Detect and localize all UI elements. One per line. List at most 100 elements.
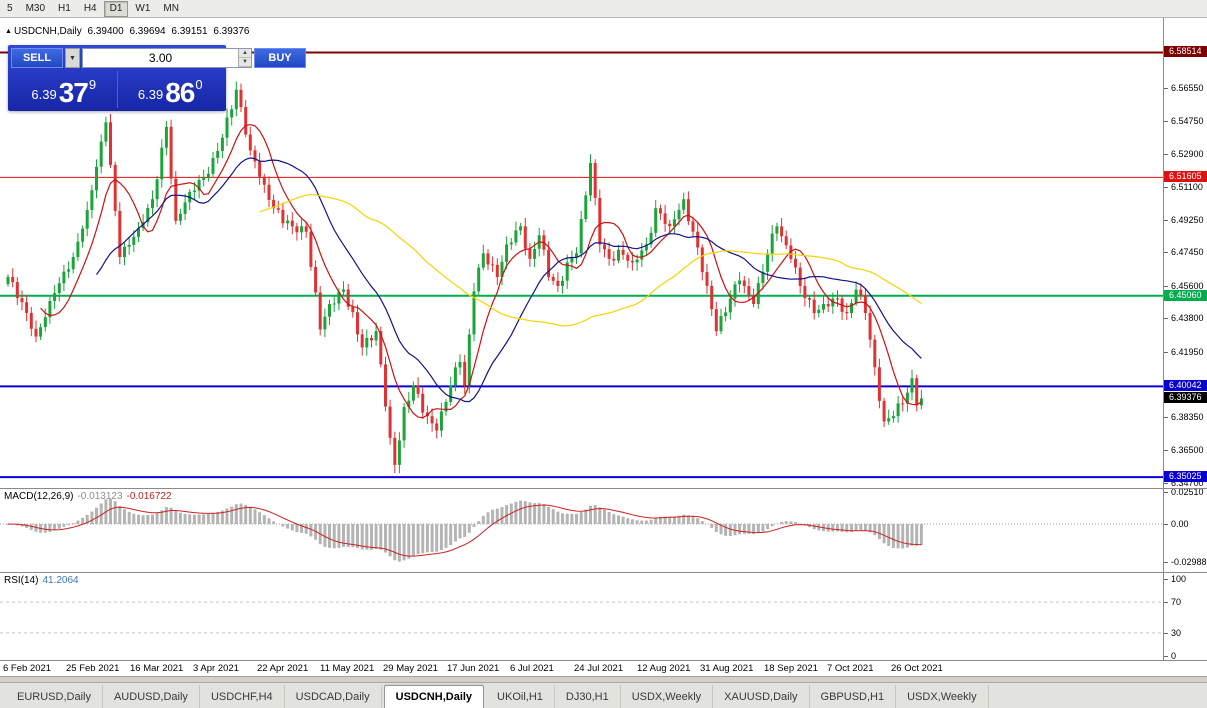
sell-price-display[interactable]: 6.39 37 9 <box>11 71 118 108</box>
time-axis-label: 16 Mar 2021 <box>130 663 184 674</box>
macd-chart[interactable] <box>0 489 1163 572</box>
volume-dropdown-button[interactable]: ▼ <box>65 48 80 68</box>
rsi-axis[interactable]: 100 70 30 0 <box>1163 573 1207 660</box>
ohlc-open: 6.39400 <box>87 26 124 37</box>
macd-tick: -0.02988 <box>1171 557 1207 567</box>
price-tick: 6.51100 <box>1171 182 1203 192</box>
chevron-down-icon: ▼ <box>69 54 76 62</box>
time-axis-label: 31 Aug 2021 <box>700 663 754 674</box>
one-click-panel-toggle-icon[interactable]: ▲ <box>5 28 12 35</box>
chart-tab-usdcad-daily[interactable]: USDCAD,Daily <box>285 685 382 708</box>
buy-price-display[interactable]: 6.39 86 0 <box>118 71 224 108</box>
rsi-chart[interactable] <box>0 573 1163 660</box>
macd-tick-mark <box>1164 524 1168 525</box>
time-axis-label: 3 Apr 2021 <box>193 663 239 674</box>
chart-tab-gbpusd-h1[interactable]: GBPUSD,H1 <box>810 685 897 708</box>
time-axis-label: 24 Jul 2021 <box>574 663 624 674</box>
price-tick: 6.54750 <box>1171 116 1204 126</box>
chart-symbol: USDCNH,Daily <box>13 26 82 37</box>
timeframe-button-w1[interactable]: W1 <box>129 1 156 17</box>
time-axis[interactable]: 6 Feb 2021 25 Feb 2021 16 Mar 2021 3 Apr 20… <box>0 660 1207 676</box>
macd-label: MACD(12,26,9) -0.013123 -0.016722 <box>4 491 172 502</box>
main-chart-panel[interactable]: 6.56550 6.54750 6.52900 6.51100 6.49250 6.474… <box>0 18 1207 488</box>
price-tick-mark <box>1164 417 1168 418</box>
macd-signal-value: -0.016722 <box>126 491 172 502</box>
chart-tab-ukoil-h1[interactable]: UKOil,H1 <box>486 685 555 708</box>
timeframe-button-mn[interactable]: MN <box>157 1 185 17</box>
time-axis-label: 12 Aug 2021 <box>637 663 691 674</box>
price-tick: 6.56550 <box>1171 83 1204 93</box>
time-axis-label: 26 Oct 2021 <box>891 663 943 674</box>
price-tick-mark <box>1164 220 1168 221</box>
price-level-label: 6.58514 <box>1164 46 1207 57</box>
ohlc-high: 6.39694 <box>129 26 166 37</box>
volume-input[interactable] <box>83 49 238 67</box>
timeframe-button-h4[interactable]: H4 <box>78 1 103 17</box>
rsi-tick: 30 <box>1171 628 1182 638</box>
volume-down-button[interactable]: ▼ <box>239 58 251 67</box>
price-tick: 6.52900 <box>1171 149 1204 159</box>
macd-tick: 0.00 <box>1171 519 1189 529</box>
ohlc-close: 6.39376 <box>213 26 250 37</box>
price-tick: 6.45600 <box>1171 281 1204 291</box>
rsi-tick-mark <box>1164 633 1168 634</box>
chart-tab-usdchf-h4[interactable]: USDCHF,H4 <box>200 685 285 708</box>
chart-tab-eurusd-daily[interactable]: EURUSD,Daily <box>6 685 103 708</box>
price-level-label: 6.40042 <box>1164 380 1207 391</box>
price-axis[interactable]: 6.56550 6.54750 6.52900 6.51100 6.49250 6.474… <box>1163 18 1207 488</box>
chart-tab-xauusd-daily[interactable]: XAUUSD,Daily <box>713 685 810 708</box>
timeframe-button-5[interactable]: 5 <box>1 1 19 17</box>
price-tick-mark <box>1164 154 1168 155</box>
price-tick: 6.41950 <box>1171 347 1204 357</box>
rsi-label: RSI(14) 41.2064 <box>4 575 79 586</box>
price-tick: 6.43800 <box>1171 313 1204 323</box>
buy-price-point: 0 <box>195 77 203 92</box>
rsi-tick: 0 <box>1171 651 1177 660</box>
chart-tab-audusd-daily[interactable]: AUDUSD,Daily <box>103 685 200 708</box>
rsi-tick: 70 <box>1171 597 1182 607</box>
price-tick: 6.47450 <box>1171 247 1204 257</box>
chart-tab-usdx-weekly[interactable]: USDX,Weekly <box>621 685 714 708</box>
chart-tab-dj30-h1[interactable]: DJ30,H1 <box>555 685 621 708</box>
price-tick-mark <box>1164 252 1168 253</box>
window-bottom-strip <box>0 676 1207 682</box>
time-axis-label: 25 Feb 2021 <box>66 663 120 674</box>
macd-tick-mark <box>1164 492 1168 493</box>
one-click-trading-panel: SELL ▼ ▲ ▼ BUY 6.39 37 9 6.39 86 0 <box>8 45 306 111</box>
price-tick-mark <box>1164 121 1168 122</box>
timeframe-button-m30[interactable]: M30 <box>20 1 51 17</box>
rsi-tick-mark <box>1164 579 1168 580</box>
macd-panel[interactable]: 0.02510 0.00 -0.02988 MACD(12,26,9) -0.0131… <box>0 488 1207 572</box>
macd-axis[interactable]: 0.02510 0.00 -0.02988 <box>1163 489 1207 572</box>
macd-tick-mark <box>1164 562 1168 563</box>
price-tick-mark <box>1164 450 1168 451</box>
rsi-panel[interactable]: 100 70 30 0 RSI(14) 41.2064 <box>0 572 1207 660</box>
price-tick-mark <box>1164 318 1168 319</box>
volume-up-button[interactable]: ▲ <box>239 49 251 58</box>
sell-price-prefix: 6.39 <box>31 87 57 102</box>
price-tick-mark <box>1164 352 1168 353</box>
price-tick: 6.36500 <box>1171 445 1204 455</box>
buy-price-prefix: 6.39 <box>137 87 164 102</box>
time-axis-label: 17 Jun 2021 <box>447 663 500 674</box>
chart-tab-usdcnh-daily[interactable]: USDCNH,Daily <box>383 685 485 708</box>
buy-button[interactable]: BUY <box>254 48 306 68</box>
time-axis-label: 22 Apr 2021 <box>257 663 309 674</box>
price-level-label: 6.35025 <box>1164 471 1207 482</box>
sell-button[interactable]: SELL <box>11 48 63 68</box>
price-tick-mark <box>1164 88 1168 89</box>
chart-tab-bar: EURUSD,Daily AUDUSD,Daily USDCHF,H4 USDCAD,… <box>0 682 1207 708</box>
price-level-label: 6.51605 <box>1164 171 1207 182</box>
price-tick: 6.34700 <box>1171 478 1204 488</box>
volume-box: ▲ ▼ <box>82 48 252 68</box>
time-axis-label: 29 May 2021 <box>383 663 438 674</box>
timeframe-button-h1[interactable]: H1 <box>52 1 77 17</box>
chevron-down-icon: ▼ <box>242 58 248 65</box>
chart-ohlc-header: ▲ USDCNH,Daily 6.39400 6.39694 6.39151 6.… <box>5 26 252 37</box>
chart-tab-usdx-weekly[interactable]: USDX,Weekly <box>896 685 989 708</box>
price-level-label: 6.39376 <box>1164 392 1207 403</box>
rsi-value: 41.2064 <box>42 575 79 586</box>
timeframe-button-d1[interactable]: D1 <box>103 0 129 17</box>
price-tick: 6.38350 <box>1171 412 1204 422</box>
price-tick-mark <box>1164 187 1168 188</box>
